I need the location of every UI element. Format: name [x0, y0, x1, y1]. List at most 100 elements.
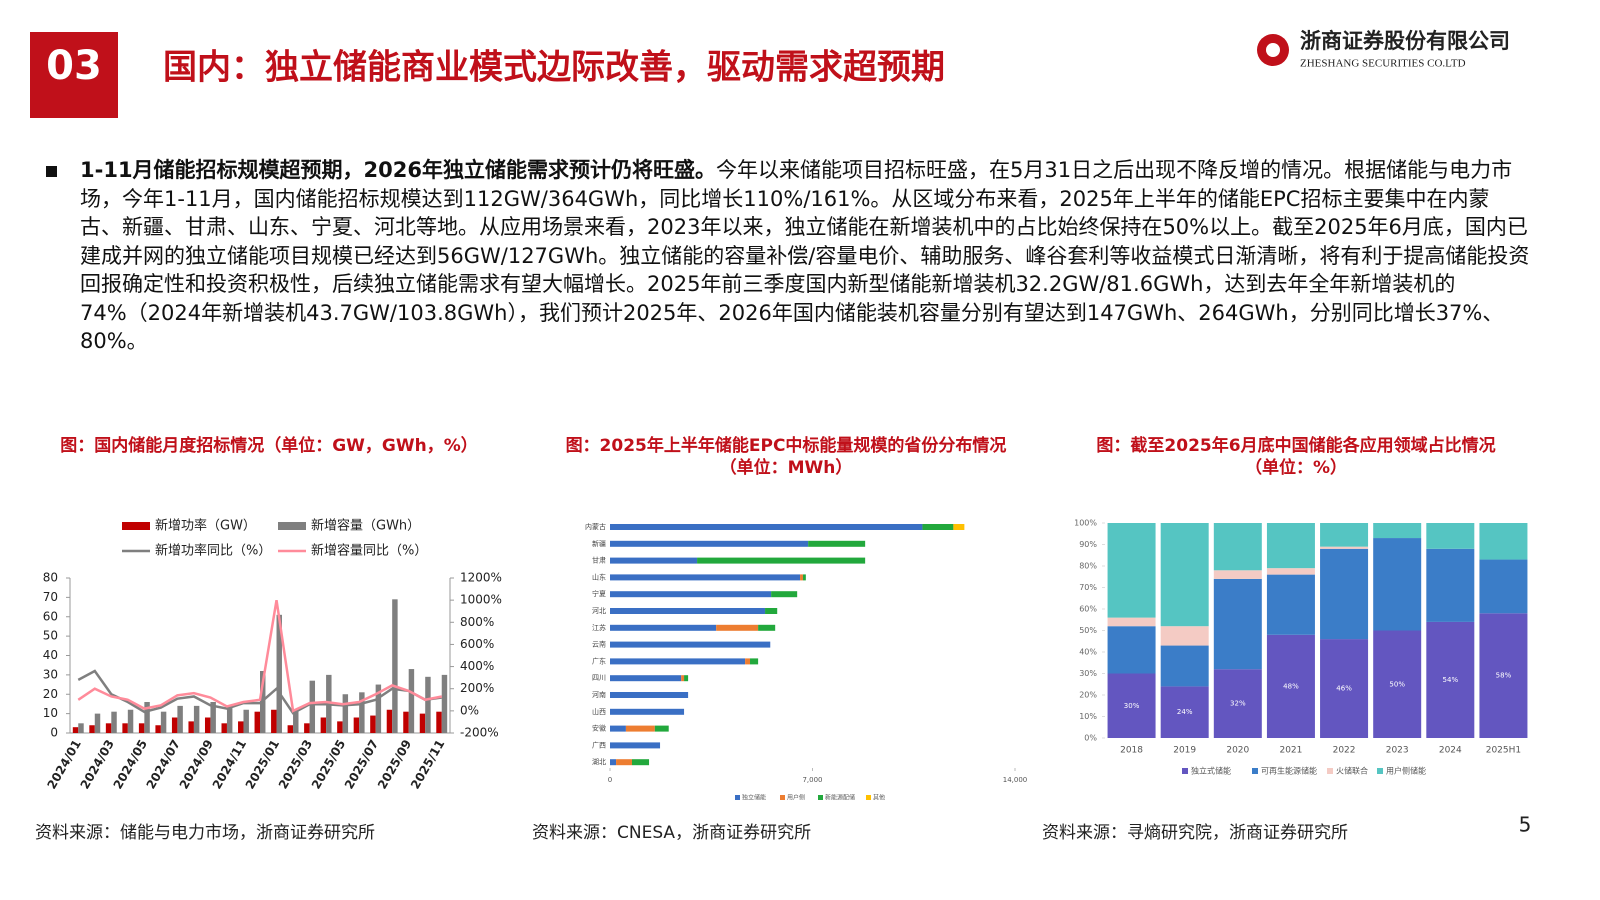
- bar: [138, 723, 145, 733]
- chart-title: 图：截至2025年6月底中国储能各应用领域占比情况: [1096, 435, 1495, 456]
- x-tick-label: 14,000: [1003, 776, 1028, 784]
- bar-segment: [1213, 669, 1262, 738]
- bar-segment: [1479, 613, 1528, 738]
- x-tick-label: 2025H1: [1486, 746, 1521, 756]
- bar-segment: [1479, 523, 1528, 560]
- category-label: 安徽: [592, 724, 606, 733]
- y2-tick-label: 0%: [460, 703, 479, 717]
- bar-segment: [681, 675, 685, 682]
- paragraph: 1-11月储能招标规模超预期，2026年独立储能需求预计仍将旺盛。今年以来储能项…: [80, 156, 1530, 356]
- bar: [353, 717, 360, 733]
- bar: [304, 723, 310, 733]
- y-tick-label: 50%: [1079, 626, 1097, 635]
- line: [77, 669, 442, 715]
- legend-label: 新增容量同比（%）: [311, 543, 427, 559]
- bar-segment: [610, 641, 771, 648]
- bar-segment: [1107, 673, 1156, 738]
- y-tick-label: 40: [43, 648, 58, 662]
- bar-segment: [697, 557, 866, 564]
- bar-segment: [610, 557, 698, 564]
- y-tick-label: 10: [43, 706, 58, 720]
- legend-label: 可再生能源储能: [1261, 766, 1317, 776]
- bar: [342, 694, 349, 733]
- body-text: 今年以来储能项目招标旺盛，在5月31日之后出现不降反增的情况。根据储能与电力市场…: [80, 158, 1530, 353]
- x-tick-label: 2019: [1173, 746, 1196, 756]
- bar: [276, 614, 282, 733]
- y2-tick-label: 400%: [460, 659, 494, 673]
- source: 资料来源：储能与电力市场，浙商证券研究所: [35, 823, 375, 843]
- bar: [287, 725, 294, 733]
- section-number: 03: [46, 43, 102, 89]
- y2-tick-label: 1000%: [460, 593, 502, 607]
- bar: [160, 711, 167, 733]
- bar: [254, 711, 260, 733]
- legend-label: 用户侧: [787, 794, 805, 802]
- category-label: 甘肃: [592, 556, 606, 565]
- category-label: 内蒙古: [585, 522, 606, 531]
- bar-segment: [1213, 523, 1262, 571]
- logo-icon: [1266, 43, 1280, 57]
- bar: [226, 705, 233, 733]
- bar: [122, 723, 128, 733]
- data-label: 46%: [1336, 685, 1352, 693]
- category-label: 云南: [592, 640, 606, 649]
- legend-label: 用户侧储能: [1386, 766, 1426, 776]
- bar: [144, 702, 150, 733]
- bar-segment: [610, 524, 923, 530]
- bar: [392, 599, 398, 733]
- bar: [375, 684, 382, 733]
- category-label: 宁夏: [592, 589, 606, 598]
- y-tick-label: 10%: [1079, 712, 1097, 721]
- y2-tick-label: 800%: [460, 615, 494, 629]
- bar-segment: [1160, 645, 1209, 687]
- category-label: 河北: [592, 607, 606, 615]
- legend-swatch: [122, 522, 150, 530]
- y-tick-label: 100%: [1074, 519, 1097, 528]
- bar-segment: [610, 692, 689, 698]
- category-label: 河南: [592, 690, 606, 699]
- x-tick-label: 2025/11: [408, 737, 447, 791]
- bar: [408, 669, 415, 733]
- y-tick-label: 80: [43, 571, 58, 585]
- bar-segment: [953, 524, 965, 530]
- chart-title: 图：2025年上半年储能EPC中标能量规模的省份分布情况: [566, 435, 1007, 456]
- bar-segment: [610, 742, 661, 749]
- bar: [386, 709, 393, 733]
- y2-tick-label: 600%: [460, 637, 494, 651]
- y2-tick-label: 1200%: [460, 571, 502, 585]
- bar-segment: [684, 675, 689, 682]
- bar-segment: [610, 708, 685, 715]
- legend-swatch: [780, 795, 785, 800]
- legend-swatch: [818, 795, 823, 800]
- legend-swatch: [735, 795, 740, 800]
- bar: [337, 721, 343, 733]
- bar-segment: [1213, 578, 1262, 670]
- bar: [127, 709, 134, 733]
- bar: [425, 676, 431, 733]
- bar-segment: [1266, 574, 1315, 635]
- bar-segment: [610, 591, 772, 598]
- bar-segment: [800, 574, 803, 581]
- legend-swatch: [278, 522, 306, 530]
- category-label: 广西: [592, 740, 606, 749]
- bar-segment: [654, 725, 669, 732]
- bar-segment: [610, 675, 682, 682]
- y-tick-label: 50: [43, 629, 58, 643]
- bar-segment: [1107, 523, 1156, 618]
- category-label: 四川: [592, 674, 606, 682]
- legend-label: 新增功率同比（%）: [155, 543, 271, 559]
- bar-segment: [1160, 626, 1209, 646]
- x-tick-label: 2022: [1333, 746, 1356, 756]
- bar-segment: [610, 624, 717, 631]
- bar-segment: [922, 524, 954, 530]
- y-tick-label: 70%: [1079, 583, 1097, 592]
- line: [77, 599, 442, 713]
- bar-segment: [1107, 626, 1156, 674]
- data-label: 32%: [1230, 700, 1246, 708]
- x-tick-label: 2020: [1226, 746, 1249, 756]
- bar-segment: [610, 725, 626, 732]
- bar: [293, 709, 299, 733]
- legend-label: 独立式储能: [1191, 766, 1231, 776]
- bar-segment: [1160, 686, 1209, 738]
